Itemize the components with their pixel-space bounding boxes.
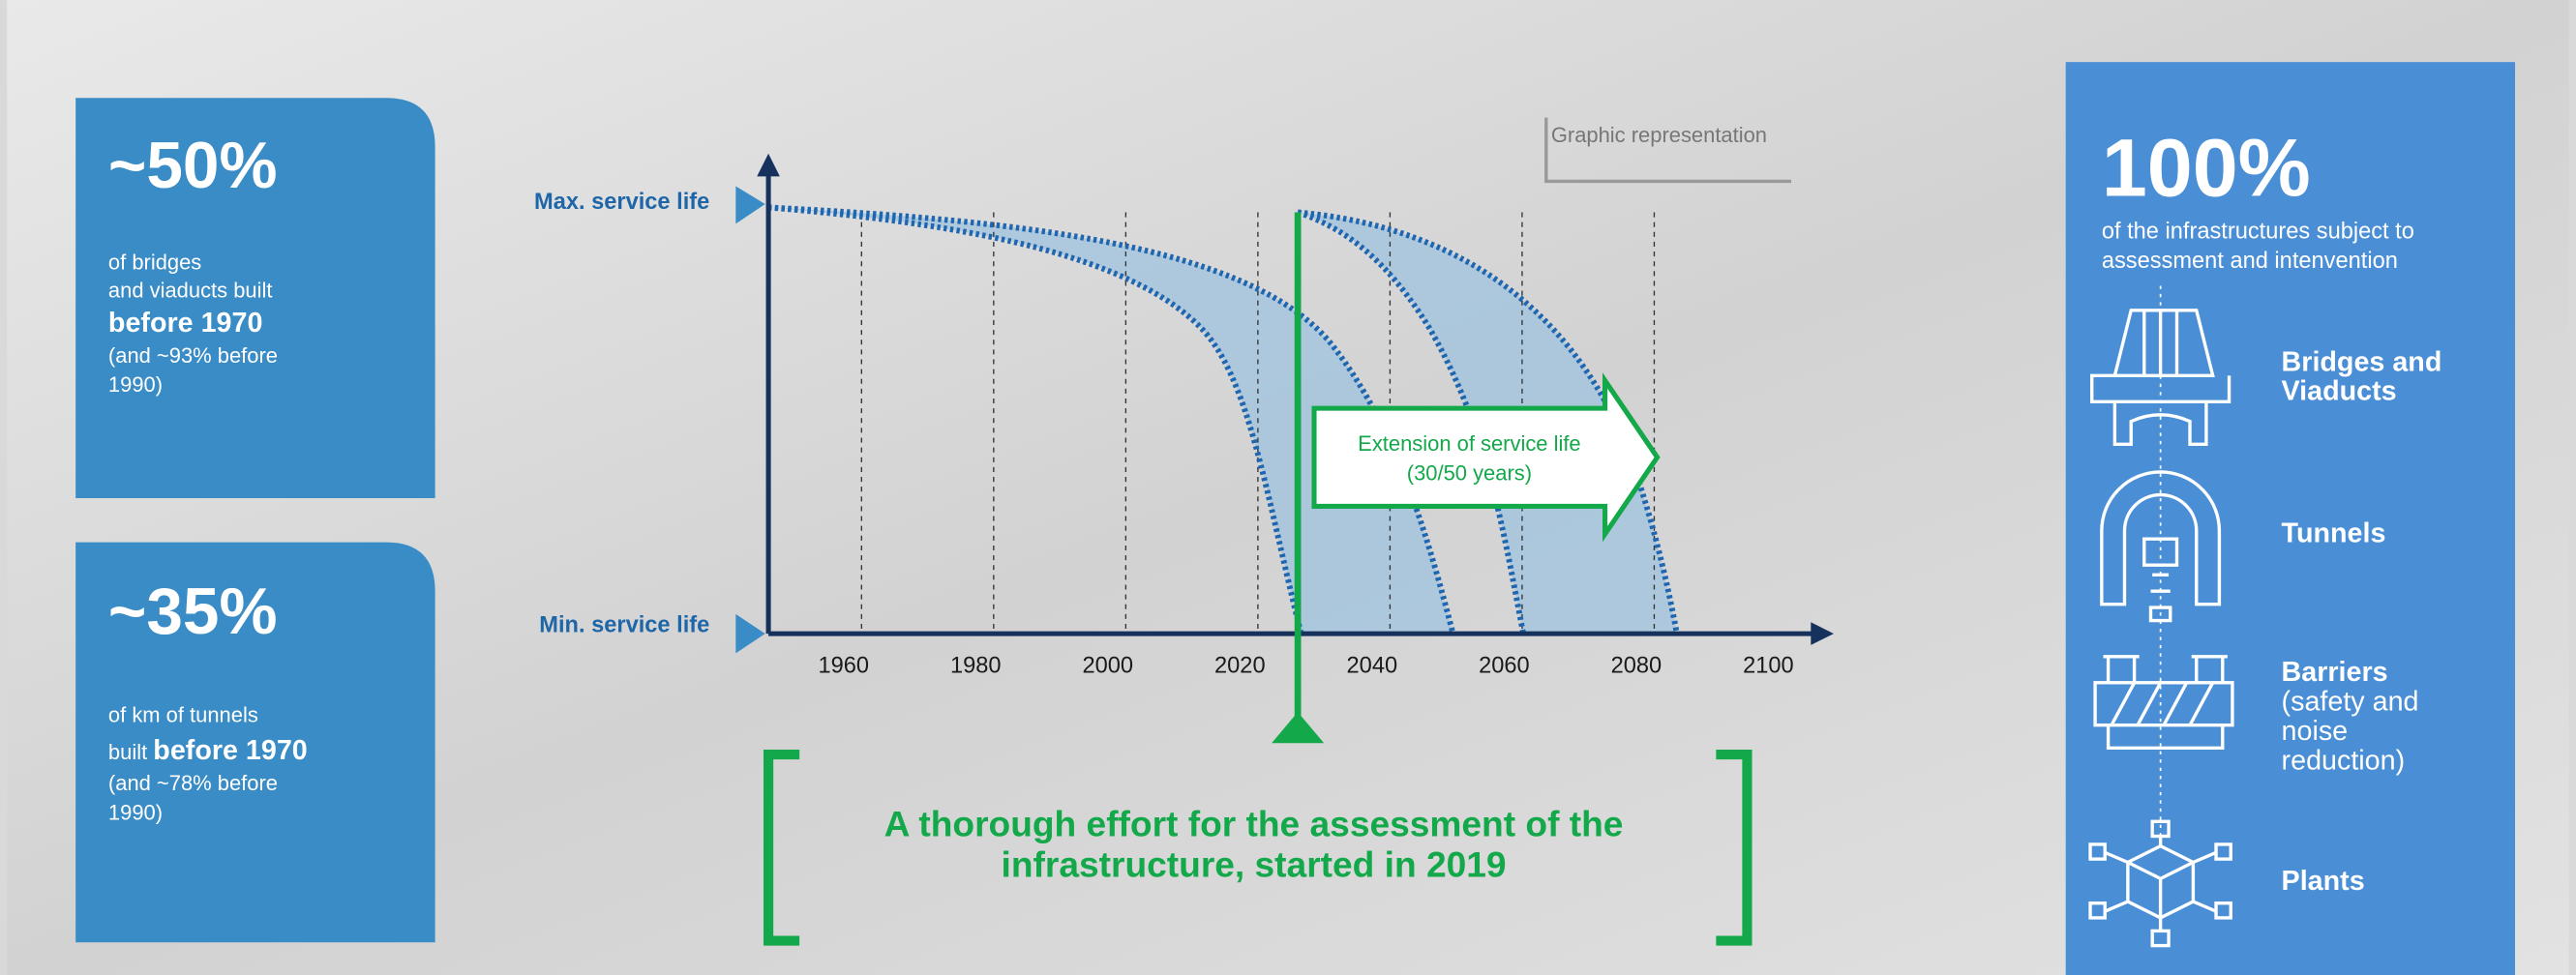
item-label: Tunnels bbox=[2282, 518, 2386, 549]
card-text: of bridges bbox=[108, 251, 201, 275]
curve bbox=[767, 204, 1304, 635]
curves bbox=[767, 204, 1680, 635]
bracket bbox=[764, 749, 800, 946]
card-text: built before 1970 bbox=[108, 735, 308, 766]
x-tick-label: 2040 bbox=[1347, 654, 1398, 679]
x-tick-label: 1960 bbox=[818, 654, 869, 679]
extension-arrow bbox=[1311, 372, 1661, 543]
item-label: Viaducts bbox=[2282, 376, 2397, 407]
banner-text: infrastructure, started in 2019 bbox=[1002, 844, 1507, 885]
y-label: Max. service life bbox=[534, 190, 709, 215]
item-label: Barriers bbox=[2282, 657, 2388, 688]
marker bbox=[735, 186, 765, 224]
note-frame bbox=[1544, 117, 1792, 184]
card bbox=[75, 98, 435, 498]
card bbox=[75, 542, 435, 943]
axis-arrow bbox=[1811, 622, 1834, 645]
barrier-icon bbox=[2093, 655, 2234, 750]
arrow-text: (30/50 years) bbox=[1407, 460, 1532, 485]
card-text: and viaducts built bbox=[108, 278, 273, 302]
band bbox=[768, 207, 1453, 635]
card-text: built bbox=[108, 740, 147, 764]
panel-text: assessment and intenvention bbox=[2102, 249, 2398, 274]
y-label: Min. service life bbox=[539, 612, 709, 637]
tunnel-icon bbox=[2100, 470, 2222, 623]
card-text: (and ~78% before bbox=[108, 771, 278, 795]
card-value: ~50% bbox=[108, 130, 278, 202]
card-value: ~35% bbox=[108, 576, 278, 648]
start-marker bbox=[1272, 712, 1325, 744]
axis-arrow bbox=[757, 153, 780, 177]
card-text: of km of tunnels bbox=[108, 702, 258, 726]
x-tick-label: 1980 bbox=[950, 654, 1002, 679]
x-tick-label: 2080 bbox=[1611, 654, 1662, 679]
curve bbox=[1297, 209, 1680, 635]
banner-text: A thorough effort for the assessment of … bbox=[884, 803, 1624, 843]
x-tick-label: 2100 bbox=[1743, 654, 1794, 679]
x-tick-label: 2000 bbox=[1083, 654, 1134, 679]
card-text: (and ~93% before bbox=[108, 343, 278, 368]
right-panel bbox=[2065, 62, 2516, 975]
curve bbox=[767, 204, 1456, 635]
bridge-icon bbox=[2090, 309, 2232, 446]
x-tick-label: 2060 bbox=[1479, 654, 1530, 679]
arrow-text: Extension of service life bbox=[1358, 431, 1580, 456]
plant-icon bbox=[2088, 819, 2232, 948]
x-tick-label: 2020 bbox=[1214, 654, 1266, 679]
marker bbox=[735, 613, 765, 654]
item-label: Bridges and bbox=[2282, 346, 2442, 377]
item-label: (safety and bbox=[2282, 686, 2419, 717]
curve bbox=[1297, 209, 1527, 635]
card-text: 1990) bbox=[108, 372, 163, 397]
panel-text: of the infrastructures subject to bbox=[2102, 220, 2414, 245]
item-label: Plants bbox=[2282, 866, 2365, 897]
card-highlight: before 1970 bbox=[108, 308, 262, 339]
item-label: noise bbox=[2282, 716, 2349, 747]
item-label: reduction) bbox=[2282, 745, 2406, 776]
bracket bbox=[1716, 749, 1752, 946]
panel-value: 100% bbox=[2102, 123, 2311, 214]
card-text: 1990) bbox=[108, 801, 163, 825]
card-highlight: before 1970 bbox=[153, 735, 307, 766]
note: Graphic representation bbox=[1551, 123, 1767, 147]
